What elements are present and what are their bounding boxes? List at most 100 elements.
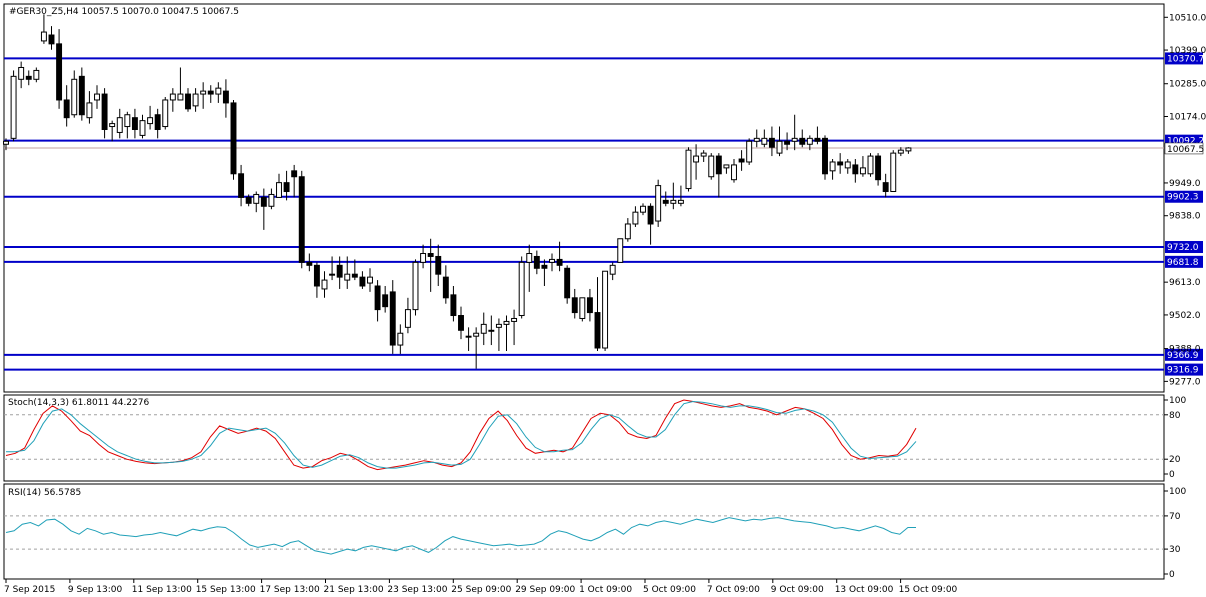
level-label: 9316.9: [1167, 366, 1199, 376]
candle-bullish: [753, 137, 760, 142]
candle-bearish: [389, 291, 396, 346]
current-price-label: 10067.5: [1167, 145, 1204, 155]
rsi-axis-label: 70: [1169, 512, 1181, 522]
candle-bearish: [101, 93, 108, 130]
time-axis-label: 7 Sep 2015: [4, 585, 55, 595]
candle-bullish: [116, 117, 123, 133]
rsi-panel[interactable]: [3, 483, 1165, 580]
stoch-axis-label: 80: [1169, 411, 1181, 421]
candle-bullish: [844, 161, 851, 169]
price-panel-header: #GER30_Z5,H4 10057.5 10070.0 10047.5 100…: [9, 7, 239, 17]
level-label-box: [1165, 348, 1203, 361]
candle-bullish: [109, 123, 116, 128]
candle-bullish: [776, 140, 783, 154]
candle-bearish: [875, 155, 882, 181]
price-axis-label: 9277.0: [1169, 377, 1201, 387]
time-axis-label: 25 Sep 09:00: [451, 585, 511, 595]
price-panel[interactable]: [3, 3, 1165, 393]
price-axis-label: 10510.0: [1169, 13, 1206, 23]
candle-bullish: [791, 137, 798, 142]
candle-bearish: [738, 158, 745, 163]
candle-bullish: [147, 117, 154, 125]
candle-bearish: [442, 276, 449, 299]
candle-bullish: [169, 93, 176, 101]
candle-bearish: [784, 140, 791, 145]
candle-bearish: [458, 315, 464, 331]
candle-bullish: [700, 152, 707, 157]
candle-bearish: [291, 170, 298, 178]
candle-bearish: [351, 273, 358, 278]
candle-bullish: [420, 253, 427, 263]
candle-bullish: [33, 69, 40, 80]
candle-bearish: [222, 90, 229, 104]
level-label: 10092.2: [1167, 137, 1204, 147]
time-axis-label: 21 Sep 13:00: [324, 585, 384, 595]
candle-bullish: [10, 75, 17, 139]
candle-bullish: [511, 317, 518, 322]
rsi-series-RSI: [5, 517, 916, 555]
candle-bullish: [609, 264, 616, 275]
candle-bearish: [594, 312, 601, 349]
stoch-series-signal: [6, 400, 917, 469]
rsi-axis-label: 100: [1169, 487, 1186, 497]
price-axis-label: 10399.0: [1169, 46, 1206, 56]
candle-bullish: [480, 323, 487, 334]
price-axis-label: 9502.0: [1169, 311, 1201, 321]
candle-bullish: [897, 149, 904, 154]
candle-bearish: [260, 196, 267, 207]
candle-bullish: [3, 140, 9, 145]
level-label-box: [1165, 190, 1203, 203]
candle-bearish: [245, 196, 252, 204]
candle-bullish: [404, 309, 411, 328]
level-label: 9732.0: [1167, 243, 1199, 253]
candle-bullish: [890, 152, 897, 193]
candle-bullish: [344, 273, 351, 281]
candle-bullish: [723, 164, 730, 169]
candle-bullish: [215, 87, 222, 95]
candle-bullish: [139, 120, 146, 136]
time-axis-label: 17 Sep 13:00: [260, 585, 320, 595]
candle-bullish: [321, 279, 328, 290]
time-axis-label: 15 Sep 13:00: [196, 585, 256, 595]
rsi-header: RSI(14) 56.5785: [8, 488, 81, 498]
candle-bearish: [571, 297, 578, 314]
candle-bullish: [602, 270, 609, 349]
stoch-axis-label: 20: [1169, 455, 1181, 465]
candle-bearish: [78, 75, 85, 116]
candle-bullish: [412, 261, 419, 311]
level-label: 9366.9: [1167, 351, 1199, 361]
candle-bearish: [359, 276, 366, 287]
candle-bullish: [632, 211, 639, 225]
stoch-header: Stoch(14,3,3) 61.8011 44.2276: [8, 398, 149, 408]
candle-bullish: [731, 164, 737, 181]
candle-bullish: [518, 261, 525, 317]
rsi-axis-label: 30: [1169, 545, 1181, 555]
candle-bearish: [306, 261, 313, 266]
candle-bullish: [579, 297, 586, 319]
time-axis-label: 1 Oct 09:00: [579, 585, 632, 595]
stoch-axis-label: 0: [1169, 470, 1175, 480]
candle-bullish: [367, 276, 373, 284]
candle-bullish: [905, 147, 912, 152]
candle-bullish: [867, 155, 874, 175]
candle-bullish: [71, 78, 78, 116]
time-axis-label: 9 Sep 13:00: [68, 585, 123, 595]
candle-bullish: [640, 205, 646, 213]
candle-bearish: [715, 155, 722, 175]
candle-bearish: [382, 294, 389, 308]
candle-bearish: [768, 137, 775, 148]
time-axis-label: 9 Oct 09:00: [771, 585, 824, 595]
candle-bearish: [336, 264, 343, 278]
level-label-box: [1165, 241, 1203, 254]
stochastic-panel[interactable]: [3, 394, 1165, 482]
candle-bullish: [670, 199, 677, 204]
candle-bearish: [662, 199, 669, 204]
candle-bullish: [192, 93, 199, 107]
level-label-box: [1165, 52, 1203, 65]
candle-bullish: [693, 155, 700, 163]
candle-bearish: [131, 117, 138, 130]
candle-bearish: [427, 253, 434, 257]
candle-bullish: [465, 335, 472, 338]
time-axis-label: 11 Sep 13:00: [132, 585, 192, 595]
candle-bullish: [40, 31, 47, 42]
